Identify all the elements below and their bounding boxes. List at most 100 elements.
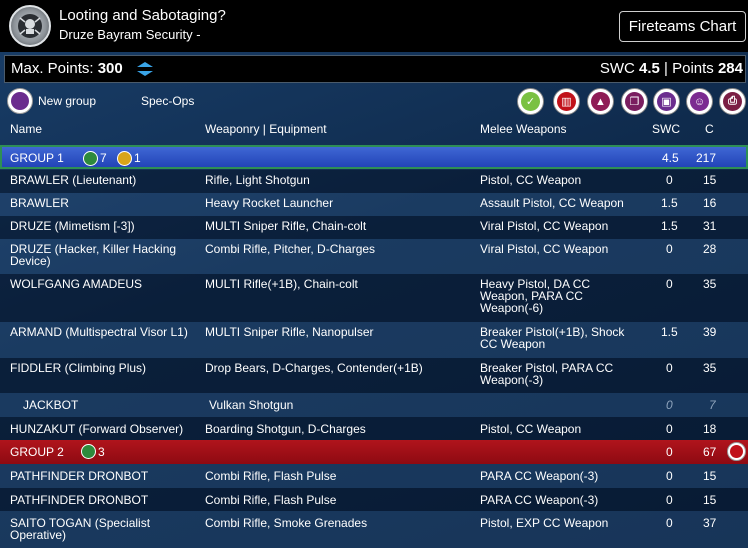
irregular-order-icon <box>117 151 132 166</box>
trooper-name: HUNZAKUT (Forward Observer) <box>10 422 184 436</box>
trooper-melee: Pistol, CC Weapon <box>480 422 582 436</box>
trooper-cost: 15 <box>703 493 717 507</box>
points-dropdown-icon[interactable] <box>136 61 154 82</box>
trooper-swc: 0 <box>666 398 673 412</box>
group-cost: 67 <box>703 445 717 459</box>
trooper-swc: 0 <box>666 277 673 291</box>
trooper-melee: Pistol, CC Weapon <box>480 173 582 187</box>
max-points-value: 300 <box>97 60 123 77</box>
trooper-name: PATHFINDER DRONBOT <box>10 493 149 507</box>
trooper-cost: 7 <box>709 398 716 412</box>
trooper-cost: 28 <box>703 242 717 256</box>
trooper-weapons: Vulkan Shotgun <box>209 398 294 412</box>
trooper-weapons: Rifle, Light Shotgun <box>205 173 310 187</box>
column-swc: SWC <box>652 122 680 136</box>
new-group-button[interactable]: New group <box>38 94 97 108</box>
delete-group-icon[interactable] <box>727 442 746 461</box>
trooper-melee: Heavy Pistol, DA CC Weapon, PARA CC Weap… <box>480 277 591 315</box>
trooper-cost: 35 <box>703 361 717 375</box>
group-label: GROUP 2 <box>10 445 64 459</box>
trooper-cost: 39 <box>703 325 717 339</box>
table-row[interactable]: SAITO TOGAN (Specialist Operative) Combi… <box>0 511 748 548</box>
comment-button[interactable]: ❐ <box>621 88 648 115</box>
trooper-swc: 1.5 <box>661 219 678 233</box>
regular-order-icon <box>83 151 98 166</box>
check-icon: ✓ <box>521 92 540 111</box>
group-swc: 0 <box>666 445 673 459</box>
trooper-cost: 37 <box>703 516 717 530</box>
trooper-melee: Breaker Pistol, PARA CC Weapon(-3) <box>480 361 614 387</box>
trooper-weapons: Combi Rifle, Flash Pulse <box>205 469 337 483</box>
faction-logo-icon <box>9 5 51 47</box>
trooper-name: PATHFINDER DRONBOT <box>10 469 149 483</box>
trooper-swc: 1.5 <box>661 325 678 339</box>
trooper-weapons: MULTI Sniper Rifle, Chain-colt <box>205 219 367 233</box>
table-row[interactable]: BRAWLER (Lieutenant) Rifle, Light Shotgu… <box>0 170 748 193</box>
list-title[interactable]: Looting and Sabotaging? <box>59 7 226 24</box>
max-points-label: Max. Points: <box>11 60 94 77</box>
table-row[interactable]: DRUZE (Mimetism [-3]) MULTI Sniper Rifle… <box>0 216 748 239</box>
trooper-melee: PARA CC Weapon(-3) <box>480 469 599 483</box>
trooper-melee: Viral Pistol, CC Weapon <box>480 242 609 256</box>
points-separator: | <box>664 60 668 77</box>
table-row[interactable]: BRAWLER Heavy Rocket Launcher Assault Pi… <box>0 193 748 216</box>
trooper-name: SAITO TOGAN (Specialist Operative) <box>10 516 151 542</box>
save-button[interactable]: ▣ <box>653 88 680 115</box>
table-row[interactable]: PATHFINDER DRONBOT Combi Rifle, Flash Pu… <box>0 488 748 511</box>
spec-ops-button[interactable]: Spec-Ops <box>141 94 195 108</box>
trooper-name: FIDDLER (Climbing Plus) <box>10 361 147 375</box>
trooper-swc: 0 <box>666 422 673 436</box>
trooper-cost: 31 <box>703 219 717 233</box>
table-row[interactable]: HUNZAKUT (Forward Observer) Boarding Sho… <box>0 417 748 440</box>
trooper-name: BRAWLER (Lieutenant) <box>10 173 137 187</box>
max-points: Max. Points: 300 <box>11 60 123 77</box>
table-row[interactable]: DRUZE (Hacker, Killer Hacking Device) Co… <box>0 239 748 274</box>
print-icon: ⎙ <box>723 92 742 111</box>
trooper-swc: 0 <box>666 493 673 507</box>
trooper-melee: Viral Pistol, CC Weapon <box>480 219 609 233</box>
group-cost: 217 <box>696 151 717 165</box>
trooper-name: DRUZE (Mimetism [-3]) <box>10 219 135 233</box>
trooper-cost: 18 <box>703 422 717 436</box>
validate-button[interactable]: ✓ <box>517 88 544 115</box>
trooper-swc: 0 <box>666 242 673 256</box>
trooper-swc: 0 <box>666 361 673 375</box>
column-name: Name <box>10 122 43 136</box>
table-row[interactable]: WOLFGANG AMADEUS MULTI Rifle(+1B), Chain… <box>0 274 748 322</box>
fireteams-chart-button[interactable]: Fireteams Chart <box>619 11 746 42</box>
group-1-header[interactable]: GROUP 1 7 1 4.5 217 <box>0 145 748 169</box>
print-button[interactable]: ⎙ <box>719 88 746 115</box>
smiley-icon: ☺ <box>690 92 709 111</box>
group-label: GROUP 1 <box>10 151 64 165</box>
trooper-cost: 15 <box>703 173 717 187</box>
trooper-swc: 0 <box>666 173 673 187</box>
points-label: Points <box>672 60 714 77</box>
warning-button[interactable]: ▲ <box>587 88 614 115</box>
column-cost: C <box>705 122 714 136</box>
trooper-swc: 1.5 <box>661 196 678 210</box>
trooper-melee: Pistol, EXP CC Weapon <box>480 516 609 530</box>
trooper-weapons: Combi Rifle, Flash Pulse <box>205 493 337 507</box>
trooper-swc: 0 <box>666 516 673 530</box>
regular-order-count: 3 <box>98 445 105 459</box>
trooper-name: DRUZE (Hacker, Killer Hacking Device) <box>10 242 177 268</box>
trooper-melee: Assault Pistol, CC Weapon <box>480 196 624 210</box>
regular-order-icon <box>81 444 96 459</box>
trooper-weapons: MULTI Sniper Rifle, Nanopulser <box>205 325 374 339</box>
column-melee: Melee Weapons <box>480 122 567 136</box>
group-swc: 4.5 <box>662 151 679 165</box>
delete-list-button[interactable]: ▥ <box>553 88 580 115</box>
table-row[interactable]: ARMAND (Multispectral Visor L1) MULTI Sn… <box>0 322 748 358</box>
group-2-header[interactable]: GROUP 2 3 0 67 <box>0 440 748 464</box>
table-row[interactable]: JACKBOT Vulkan Shotgun 0 7 <box>0 393 748 417</box>
profile-button[interactable]: ☺ <box>686 88 713 115</box>
new-group-icon[interactable] <box>7 88 33 114</box>
trooper-cost: 15 <box>703 469 717 483</box>
trooper-melee: Breaker Pistol(+1B), Shock CC Weapon <box>480 325 625 351</box>
trooper-weapons: Boarding Shotgun, D-Charges <box>205 422 366 436</box>
comment-icon: ❐ <box>625 92 644 111</box>
irregular-order-count: 1 <box>134 151 141 165</box>
table-row[interactable]: PATHFINDER DRONBOT Combi Rifle, Flash Pu… <box>0 464 748 488</box>
table-row[interactable]: FIDDLER (Climbing Plus) Drop Bears, D-Ch… <box>0 358 748 393</box>
trooper-weapons: MULTI Rifle(+1B), Chain-colt <box>205 277 358 291</box>
